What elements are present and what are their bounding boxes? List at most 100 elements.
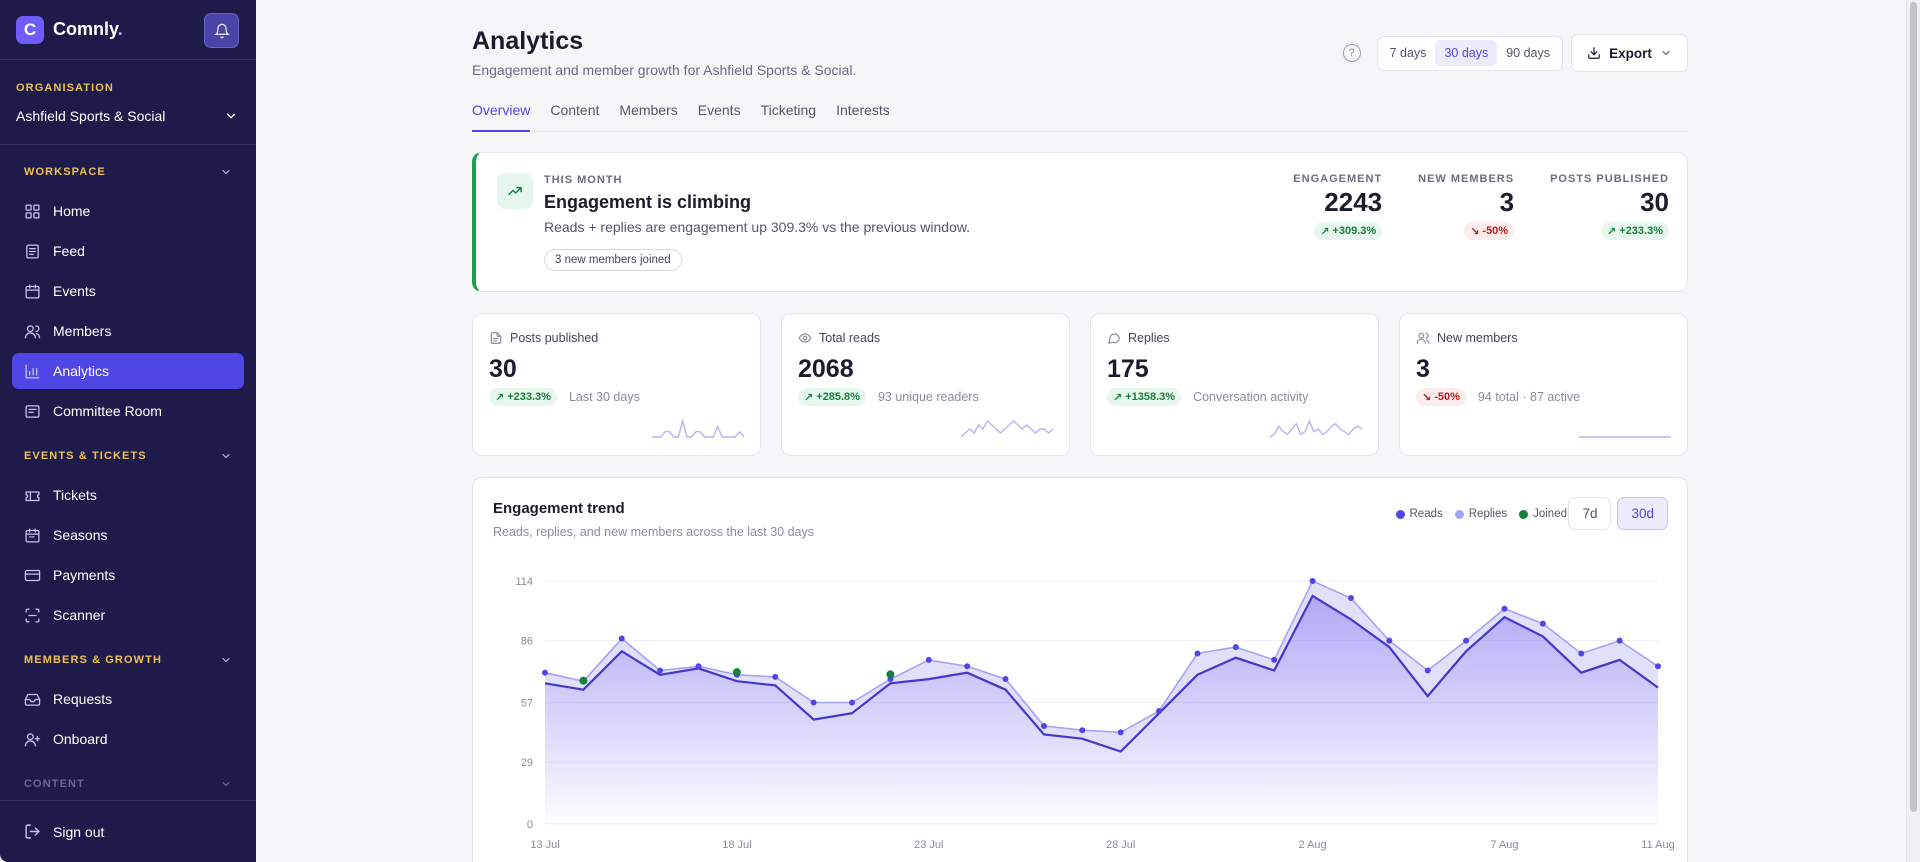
scrollbar-thumb[interactable] — [1910, 2, 1917, 812]
trend-range-toggle: 7d 30d — [1562, 497, 1668, 530]
kpi-card-replies: Replies 175 ↗ +1358.3% Conversation activit… — [1090, 313, 1379, 456]
home-icon — [25, 203, 40, 219]
replies-point[interactable] — [1578, 650, 1585, 657]
sidebar-item-events[interactable]: Events — [12, 273, 244, 309]
replies-point[interactable] — [1616, 637, 1623, 644]
analytics-icon — [25, 363, 40, 379]
sidebar-item-label: Events — [53, 283, 96, 299]
delta-badge: ↗ +285.8% — [798, 388, 866, 406]
replies-point[interactable] — [1424, 667, 1431, 674]
nav-group-events-tickets[interactable]: EVENTS & TICKETS — [12, 439, 244, 473]
chevron-down-icon — [222, 453, 230, 459]
kpi-card-total-reads: Total reads 2068 ↗ +285.8% 93 unique reader… — [781, 313, 1070, 456]
replies-point[interactable] — [1194, 650, 1201, 657]
notifications-button[interactable] — [204, 13, 239, 48]
trend-title: Engagement trend — [493, 500, 625, 517]
sidebar-item-feed[interactable]: Feed — [12, 233, 244, 269]
replies-point[interactable] — [1309, 578, 1316, 584]
sidebar-item-scanner[interactable]: Scanner — [12, 597, 244, 633]
legend-item-replies[interactable]: Replies — [1454, 508, 1507, 520]
nav-group-content[interactable]: CONTENT — [12, 767, 244, 795]
sidebar-item-members[interactable]: Members — [12, 313, 244, 349]
sign-out-button[interactable]: Sign out — [0, 800, 256, 862]
organisation-select[interactable]: Ashfield Sports & Social — [16, 108, 240, 124]
kpi-label-text: Posts published — [510, 331, 599, 345]
replies-point[interactable] — [1040, 722, 1047, 729]
replies-point[interactable] — [1002, 676, 1009, 683]
tab-ticketing[interactable]: Ticketing — [760, 102, 817, 118]
kpi-label: Posts published — [489, 331, 598, 345]
engagement-chart: 114 86 57 29 0 13 Jul 18 Jul 23 Jul 28 Jul 2 Aug 7… — [515, 576, 1674, 851]
tab-events[interactable]: Events — [697, 102, 741, 118]
logout-icon — [25, 824, 40, 839]
replies-point[interactable] — [542, 669, 548, 676]
kpi-value: 30 — [489, 355, 517, 383]
organisation-label: ORGANISATION — [16, 82, 114, 94]
replies-point[interactable] — [1501, 605, 1508, 612]
replies-point[interactable] — [1347, 595, 1354, 602]
kpi-value: 3 — [1416, 355, 1430, 383]
joined-point[interactable] — [732, 668, 741, 677]
replies-point[interactable] — [964, 663, 971, 670]
help-icon[interactable]: ? — [1342, 44, 1361, 62]
nav-group-workspace[interactable]: WORKSPACE — [12, 155, 244, 189]
tab-content[interactable]: Content — [550, 102, 600, 118]
replies-point[interactable] — [657, 667, 664, 674]
range-option-30-days[interactable]: 30 days — [1435, 40, 1498, 66]
legend-swatch — [1519, 509, 1529, 519]
replies-point[interactable] — [810, 699, 817, 706]
kpi-label-text: Replies — [1128, 331, 1170, 345]
hero-title: Engagement is climbing — [544, 192, 752, 212]
legend-swatch — [1395, 509, 1405, 519]
replies-point[interactable] — [1655, 663, 1661, 670]
sidebar-item-seasons[interactable]: Seasons — [12, 517, 244, 553]
sidebar-item-analytics[interactable]: Analytics — [12, 353, 244, 389]
replies-point[interactable] — [1271, 656, 1278, 663]
replies-point[interactable] — [1463, 637, 1470, 644]
arrow-up-right-icon: ↗ — [1320, 225, 1330, 238]
replies-point[interactable] — [1386, 637, 1393, 644]
replies-point[interactable] — [618, 635, 625, 642]
replies-point[interactable] — [1539, 620, 1546, 627]
replies-point[interactable] — [1156, 708, 1163, 715]
joined-point[interactable] — [579, 676, 588, 685]
range-option-7-days[interactable]: 7 days — [1389, 46, 1427, 60]
tab-members[interactable]: Members — [619, 102, 678, 118]
replies-point[interactable] — [695, 663, 702, 670]
sparkline-line — [961, 419, 1053, 438]
legend-item-reads[interactable]: Reads — [1395, 508, 1443, 520]
x-tick-label: 13 Jul — [530, 839, 559, 851]
brand[interactable]: C Comnly. — [0, 0, 256, 60]
sidebar-item-committee-room[interactable]: Committee Room — [12, 393, 244, 429]
sidebar-item-tickets[interactable]: Tickets — [12, 477, 244, 513]
nav-group-members-growth[interactable]: MEMBERS & GROWTH — [12, 643, 244, 677]
toggle-30d[interactable]: 30d — [1617, 497, 1668, 530]
sidebar-item-home[interactable]: Home — [12, 193, 244, 229]
kpi-note: 93 unique readers — [877, 390, 979, 404]
replies-point[interactable] — [849, 699, 856, 706]
legend-label: Reads — [1409, 508, 1443, 520]
kpi-label-text: New members — [1437, 331, 1518, 345]
tab-interests[interactable]: Interests — [836, 102, 890, 118]
sidebar-item-onboard[interactable]: Onboard — [12, 721, 244, 757]
joined-point[interactable] — [886, 670, 895, 679]
replies-point[interactable] — [1232, 644, 1239, 651]
download-icon — [1588, 47, 1600, 59]
range-option-90-days[interactable]: 90 days — [1506, 46, 1550, 60]
replies-point[interactable] — [1117, 729, 1124, 736]
page-scrollbar[interactable] — [1906, 0, 1920, 862]
hero-stat-new-members: NEW MEMBERS 3 ↘ -50% — [1418, 173, 1515, 240]
toggle-7d[interactable]: 7d — [1568, 497, 1612, 530]
replies-point[interactable] — [925, 656, 932, 663]
hero-icon-box — [497, 173, 533, 209]
tab-overview[interactable]: Overview — [472, 100, 531, 132]
export-button[interactable]: Export — [1571, 34, 1688, 72]
sidebar-item-requests[interactable]: Requests — [12, 681, 244, 717]
chat-icon — [1108, 333, 1120, 344]
arrow-up-right-icon: ↗ — [1607, 225, 1617, 238]
sidebar-item-payments[interactable]: Payments — [12, 557, 244, 593]
replies-point[interactable] — [772, 673, 779, 680]
legend-item-joined[interactable]: Joined — [1519, 508, 1567, 520]
replies-point[interactable] — [1079, 727, 1086, 734]
kpi-note: Last 30 days — [568, 390, 640, 404]
